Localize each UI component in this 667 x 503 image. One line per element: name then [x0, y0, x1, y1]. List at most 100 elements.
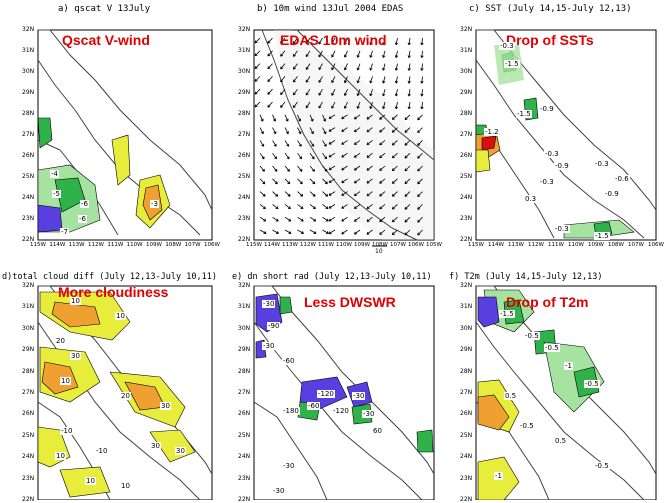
wind-vector-head [292, 92, 296, 96]
wind-vector-head [288, 231, 292, 234]
wind-vector [344, 101, 348, 109]
wind-vector [379, 204, 386, 210]
wind-vector-head [417, 117, 421, 121]
wind-vector-head [341, 141, 345, 145]
wind-vector [404, 216, 411, 223]
wind-vector [254, 101, 261, 108]
wind-vector [284, 127, 289, 134]
wind-vector-head [420, 93, 424, 97]
wind-vector [284, 152, 290, 160]
wind-vector-head [324, 181, 328, 185]
wind-vector [272, 216, 279, 222]
wind-vector-head [312, 206, 316, 210]
wind-vector-head [341, 218, 345, 222]
wind-vector [366, 216, 373, 222]
panel-c-lightgreen-region [494, 45, 524, 85]
wind-vector-head [267, 53, 271, 57]
wind-vector [366, 178, 373, 184]
wind-vector [357, 50, 361, 58]
wind-vector [341, 229, 348, 235]
wind-vector [297, 152, 302, 160]
wind-vector [357, 63, 361, 71]
wind-vector [267, 63, 273, 70]
wind-vector [254, 63, 261, 69]
wind-vector-head [285, 118, 289, 122]
wind-vector [293, 37, 298, 44]
wind-vector [297, 178, 303, 185]
wind-vector [272, 178, 278, 185]
wind-vector [357, 76, 361, 84]
wind-vector-head [379, 168, 383, 171]
wind-vector [379, 178, 386, 184]
panel-e-green-region-4 [416, 429, 434, 453]
wind-vector [417, 204, 423, 210]
wind-vector-head [379, 206, 383, 210]
wind-vector [344, 63, 348, 71]
wind-vector-head [356, 93, 360, 97]
panel-b-wind-vectors [254, 37, 424, 236]
panel-f: f) T2m (July 14,15-July 12,13) Drop of T… [444, 252, 667, 500]
wind-vector [354, 229, 361, 235]
wind-vector [259, 216, 267, 222]
wind-vector [408, 37, 411, 45]
wind-vector [341, 178, 348, 184]
wind-vector [272, 152, 277, 160]
wind-vector [280, 50, 286, 57]
wind-vector [297, 229, 304, 234]
wind-vector-head [323, 131, 327, 135]
wind-vector [417, 191, 423, 197]
wind-vector [259, 140, 265, 147]
wind-vector [382, 76, 386, 84]
wind-vector-head [417, 168, 421, 172]
wind-vector [395, 101, 398, 109]
wind-vector [404, 191, 411, 197]
panel-c-green-region-2 [523, 97, 539, 121]
wind-vector-head [379, 155, 383, 159]
wind-vector-head [407, 80, 411, 84]
wind-vector [366, 114, 373, 120]
panel-a-green-region [37, 117, 53, 149]
wind-vector-head [382, 67, 386, 71]
wind-vector [392, 152, 398, 159]
wind-vector [421, 89, 423, 97]
wind-vector-head [292, 79, 296, 83]
panel-d: d)total cloud diff (July 12,13-July 10,1… [0, 252, 222, 500]
wind-vector-head [328, 141, 332, 145]
wind-vector [328, 114, 336, 119]
wind-vector [382, 101, 386, 109]
wind-vector [331, 37, 336, 45]
panel-b-coastline [261, 29, 435, 241]
wind-vector [331, 101, 336, 109]
wind-vector-head [341, 205, 345, 209]
wind-vector-head [280, 53, 284, 57]
wind-vector-head [391, 168, 395, 172]
wind-vector-head [311, 156, 315, 160]
wind-vector-head [343, 67, 347, 71]
wind-vector [341, 204, 348, 209]
wind-vector-head [263, 231, 267, 234]
wind-vector [417, 140, 423, 146]
wind-vector [382, 37, 386, 45]
wind-vector [379, 127, 386, 133]
wind-vector [305, 88, 311, 96]
wind-vector-head [420, 106, 424, 110]
panel-a-blue-region [37, 204, 63, 233]
panel-f-overlay-label: Drop of T2m [506, 294, 589, 310]
wind-vector [369, 37, 373, 45]
wind-vector-head [318, 67, 322, 71]
panel-c: c) SST (July 14,15-July 12,13) Drop of S… [444, 0, 667, 252]
wind-vector-head [285, 131, 289, 135]
wind-vector-head [353, 218, 357, 222]
wind-vector-head [275, 193, 279, 197]
wind-vector-head [260, 131, 264, 135]
wind-vector-head [325, 218, 329, 222]
wind-vector [382, 89, 386, 97]
wind-vector [322, 152, 327, 160]
wind-vector [395, 50, 398, 58]
wind-vector-head [366, 231, 370, 235]
wind-vector-head [366, 219, 370, 222]
wind-vector [322, 127, 327, 134]
wind-vector [366, 191, 373, 197]
wind-vector-head [254, 53, 258, 57]
wind-vector [331, 76, 336, 83]
